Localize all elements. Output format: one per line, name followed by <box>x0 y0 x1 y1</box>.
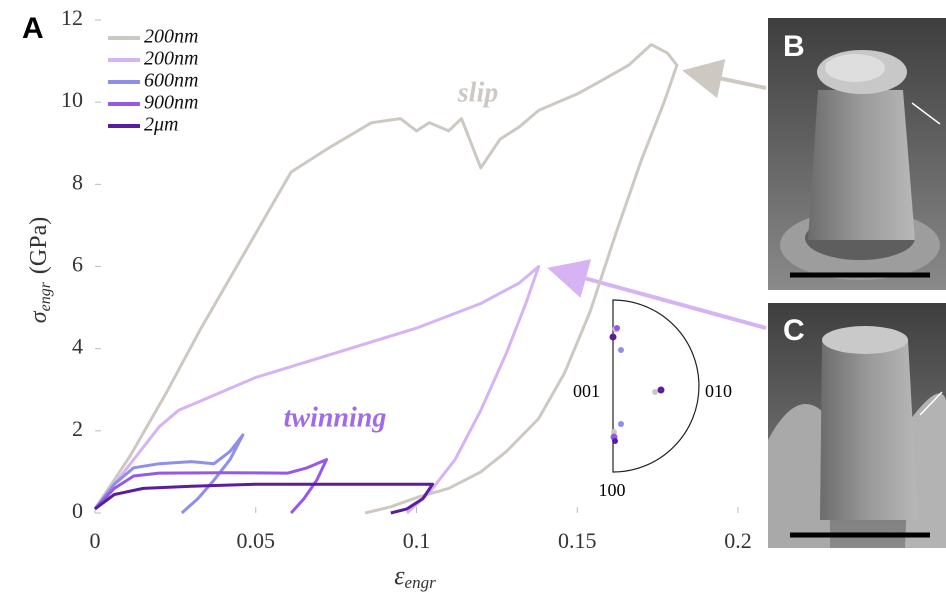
y-tick-label: 8 <box>72 169 83 194</box>
x-tick-label: 0 <box>90 528 101 553</box>
image-c <box>768 303 946 548</box>
series-line <box>93 43 679 515</box>
panel-label: C <box>783 314 805 347</box>
y-tick-label: 4 <box>72 334 83 359</box>
y-axis-unit: (GPa) <box>26 217 52 274</box>
x-tick-label: 0.05 <box>237 528 276 553</box>
inset-label: 001 <box>573 381 600 401</box>
y-axis-symbol: σ <box>26 310 52 323</box>
legend-label: 200nm <box>144 48 198 70</box>
annotation: slip <box>457 77 498 108</box>
legend-label: 900nm <box>144 92 198 114</box>
legend-label: 2μm <box>144 114 178 136</box>
annotation: twinning <box>284 402 387 433</box>
inset <box>609 299 700 473</box>
y-tick-label: 12 <box>61 5 83 30</box>
y-tick-label: 2 <box>72 416 83 441</box>
series-line <box>93 265 541 515</box>
panel-label: B <box>783 30 805 63</box>
series-line <box>94 482 435 515</box>
arrow <box>547 259 767 330</box>
x-axis-label: εengr <box>394 561 436 592</box>
y-tick-label: 10 <box>61 87 83 112</box>
series-line <box>93 433 245 515</box>
image-b <box>768 18 946 290</box>
x-tick-label: 0.15 <box>558 528 597 553</box>
series-line <box>93 458 328 515</box>
x-axis-symbol: ε <box>394 561 405 590</box>
inset-label: 100 <box>599 480 626 500</box>
y-tick-label: 0 <box>72 498 83 523</box>
x-tick-label: 0.2 <box>724 528 752 553</box>
y-tick-label: 6 <box>72 252 83 277</box>
inset-label: 010 <box>705 381 732 401</box>
x-tick-label: 0.1 <box>403 528 431 553</box>
y-axis-label: σengr (GPa) <box>26 217 54 324</box>
x-axis-sub: engr <box>405 573 437 592</box>
legend-label: 200nm <box>144 26 198 48</box>
legend-label: 600nm <box>144 70 198 92</box>
y-axis-sub: engr <box>37 281 54 311</box>
arrow <box>682 59 767 99</box>
panel-label: A <box>22 12 44 45</box>
